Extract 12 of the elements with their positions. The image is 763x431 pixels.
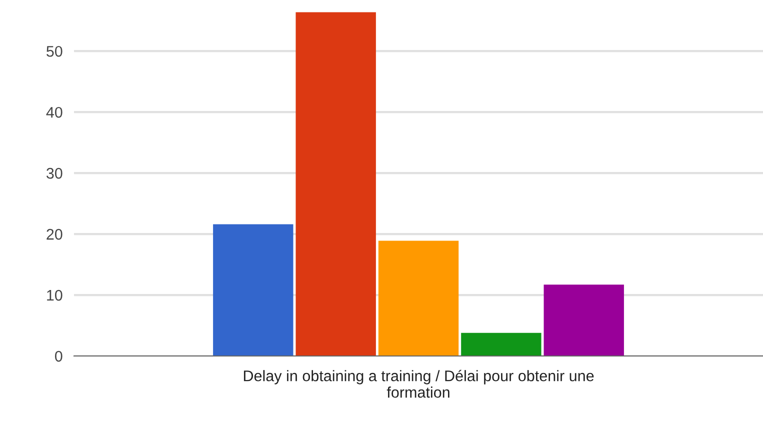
x-tick-label: Delay in obtaining a training / Délai pour obtenir une formation (244, 370, 594, 398)
bar (213, 224, 294, 356)
y-tick-label: 20 (46, 228, 62, 240)
bar (461, 332, 542, 356)
bar (378, 240, 459, 356)
bar (296, 12, 376, 356)
y-tick-label: 30 (46, 168, 62, 179)
y-tick-label: 0 (55, 350, 62, 362)
bar (544, 284, 624, 356)
y-tick-label: 10 (47, 290, 62, 301)
y-tick-label: 40 (46, 106, 62, 118)
y-tick-label: 50 (46, 46, 62, 57)
